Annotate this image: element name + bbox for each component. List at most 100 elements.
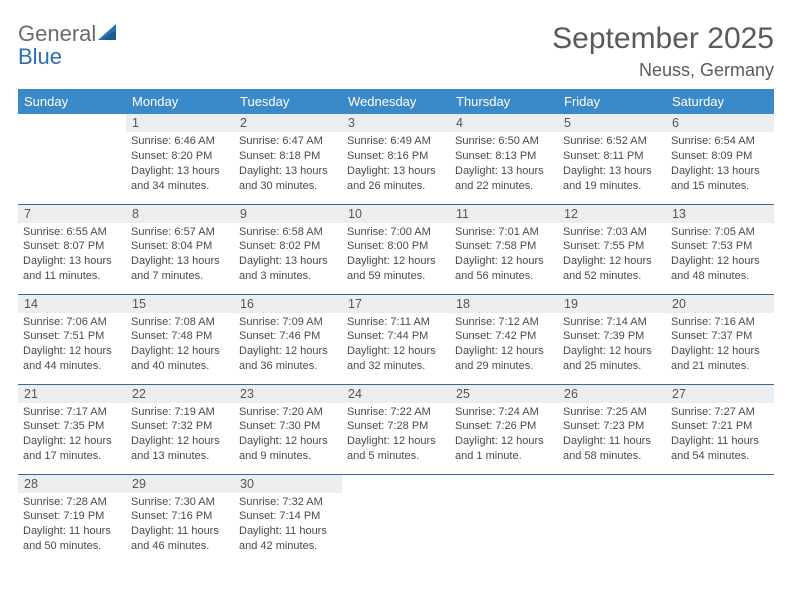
day-details: Sunrise: 7:01 AMSunset: 7:58 PMDaylight:… — [450, 223, 558, 288]
day-details: Sunrise: 6:54 AMSunset: 8:09 PMDaylight:… — [666, 132, 774, 197]
column-header: Sunday — [18, 89, 126, 114]
day-cell: 2Sunrise: 6:47 AMSunset: 8:18 PMDaylight… — [234, 114, 342, 204]
day-cell: 9Sunrise: 6:58 AMSunset: 8:02 PMDaylight… — [234, 204, 342, 294]
day-number: 6 — [666, 114, 774, 132]
calendar-table: SundayMondayTuesdayWednesdayThursdayFrid… — [18, 89, 774, 564]
day-number: 22 — [126, 385, 234, 403]
day-cell: 10Sunrise: 7:00 AMSunset: 8:00 PMDayligh… — [342, 204, 450, 294]
day-cell: 23Sunrise: 7:20 AMSunset: 7:30 PMDayligh… — [234, 384, 342, 474]
title-block: September 2025 Neuss, Germany — [552, 22, 774, 81]
day-details: Sunrise: 7:28 AMSunset: 7:19 PMDaylight:… — [18, 493, 126, 558]
week-row: 21Sunrise: 7:17 AMSunset: 7:35 PMDayligh… — [18, 384, 774, 474]
day-details: Sunrise: 7:30 AMSunset: 7:16 PMDaylight:… — [126, 493, 234, 558]
day-number: 14 — [18, 295, 126, 313]
day-cell: 13Sunrise: 7:05 AMSunset: 7:53 PMDayligh… — [666, 204, 774, 294]
day-details: Sunrise: 7:08 AMSunset: 7:48 PMDaylight:… — [126, 313, 234, 378]
day-number: 9 — [234, 205, 342, 223]
day-details: Sunrise: 7:22 AMSunset: 7:28 PMDaylight:… — [342, 403, 450, 468]
day-details: Sunrise: 7:19 AMSunset: 7:32 PMDaylight:… — [126, 403, 234, 468]
day-number: 17 — [342, 295, 450, 313]
day-cell: 7Sunrise: 6:55 AMSunset: 8:07 PMDaylight… — [18, 204, 126, 294]
day-cell: 11Sunrise: 7:01 AMSunset: 7:58 PMDayligh… — [450, 204, 558, 294]
day-details: Sunrise: 7:24 AMSunset: 7:26 PMDaylight:… — [450, 403, 558, 468]
day-cell: 25Sunrise: 7:24 AMSunset: 7:26 PMDayligh… — [450, 384, 558, 474]
day-number: 3 — [342, 114, 450, 132]
day-details: Sunrise: 6:58 AMSunset: 8:02 PMDaylight:… — [234, 223, 342, 288]
day-details: Sunrise: 6:52 AMSunset: 8:11 PMDaylight:… — [558, 132, 666, 197]
header: General Blue September 2025 Neuss, Germa… — [18, 22, 774, 81]
empty-cell — [342, 474, 450, 564]
sail-icon — [98, 24, 118, 42]
day-cell: 4Sunrise: 6:50 AMSunset: 8:13 PMDaylight… — [450, 114, 558, 204]
day-details: Sunrise: 7:17 AMSunset: 7:35 PMDaylight:… — [18, 403, 126, 468]
day-details: Sunrise: 7:03 AMSunset: 7:55 PMDaylight:… — [558, 223, 666, 288]
day-cell: 8Sunrise: 6:57 AMSunset: 8:04 PMDaylight… — [126, 204, 234, 294]
day-cell: 12Sunrise: 7:03 AMSunset: 7:55 PMDayligh… — [558, 204, 666, 294]
day-number: 1 — [126, 114, 234, 132]
day-details: Sunrise: 7:20 AMSunset: 7:30 PMDaylight:… — [234, 403, 342, 468]
logo-word-2: Blue — [18, 44, 62, 69]
day-number: 19 — [558, 295, 666, 313]
day-number: 26 — [558, 385, 666, 403]
day-number: 8 — [126, 205, 234, 223]
day-cell: 17Sunrise: 7:11 AMSunset: 7:44 PMDayligh… — [342, 294, 450, 384]
week-row: 7Sunrise: 6:55 AMSunset: 8:07 PMDaylight… — [18, 204, 774, 294]
day-number: 12 — [558, 205, 666, 223]
logo: General Blue — [18, 22, 118, 68]
day-details: Sunrise: 7:09 AMSunset: 7:46 PMDaylight:… — [234, 313, 342, 378]
day-number: 30 — [234, 475, 342, 493]
day-cell: 24Sunrise: 7:22 AMSunset: 7:28 PMDayligh… — [342, 384, 450, 474]
day-details: Sunrise: 6:49 AMSunset: 8:16 PMDaylight:… — [342, 132, 450, 197]
day-number: 10 — [342, 205, 450, 223]
day-number: 25 — [450, 385, 558, 403]
empty-cell — [558, 474, 666, 564]
day-cell: 5Sunrise: 6:52 AMSunset: 8:11 PMDaylight… — [558, 114, 666, 204]
day-details: Sunrise: 7:06 AMSunset: 7:51 PMDaylight:… — [18, 313, 126, 378]
week-row: 14Sunrise: 7:06 AMSunset: 7:51 PMDayligh… — [18, 294, 774, 384]
column-header: Monday — [126, 89, 234, 114]
day-details: Sunrise: 7:11 AMSunset: 7:44 PMDaylight:… — [342, 313, 450, 378]
day-number: 27 — [666, 385, 774, 403]
day-details: Sunrise: 6:57 AMSunset: 8:04 PMDaylight:… — [126, 223, 234, 288]
logo-word-1: General — [18, 21, 96, 46]
day-details: Sunrise: 7:12 AMSunset: 7:42 PMDaylight:… — [450, 313, 558, 378]
day-cell: 14Sunrise: 7:06 AMSunset: 7:51 PMDayligh… — [18, 294, 126, 384]
day-number: 2 — [234, 114, 342, 132]
day-cell: 19Sunrise: 7:14 AMSunset: 7:39 PMDayligh… — [558, 294, 666, 384]
column-header: Tuesday — [234, 89, 342, 114]
day-cell: 21Sunrise: 7:17 AMSunset: 7:35 PMDayligh… — [18, 384, 126, 474]
day-number: 15 — [126, 295, 234, 313]
calendar-head: SundayMondayTuesdayWednesdayThursdayFrid… — [18, 89, 774, 114]
empty-cell — [666, 474, 774, 564]
day-details: Sunrise: 7:16 AMSunset: 7:37 PMDaylight:… — [666, 313, 774, 378]
month-title: September 2025 — [552, 22, 774, 56]
logo-text: General Blue — [18, 22, 96, 68]
day-number: 20 — [666, 295, 774, 313]
week-row: 28Sunrise: 7:28 AMSunset: 7:19 PMDayligh… — [18, 474, 774, 564]
calendar-body: 1Sunrise: 6:46 AMSunset: 8:20 PMDaylight… — [18, 114, 774, 564]
day-cell: 16Sunrise: 7:09 AMSunset: 7:46 PMDayligh… — [234, 294, 342, 384]
day-cell: 27Sunrise: 7:27 AMSunset: 7:21 PMDayligh… — [666, 384, 774, 474]
day-number: 23 — [234, 385, 342, 403]
day-cell: 1Sunrise: 6:46 AMSunset: 8:20 PMDaylight… — [126, 114, 234, 204]
empty-cell — [450, 474, 558, 564]
day-number: 28 — [18, 475, 126, 493]
day-cell: 3Sunrise: 6:49 AMSunset: 8:16 PMDaylight… — [342, 114, 450, 204]
day-cell: 6Sunrise: 6:54 AMSunset: 8:09 PMDaylight… — [666, 114, 774, 204]
day-details: Sunrise: 7:05 AMSunset: 7:53 PMDaylight:… — [666, 223, 774, 288]
day-cell: 15Sunrise: 7:08 AMSunset: 7:48 PMDayligh… — [126, 294, 234, 384]
day-cell: 22Sunrise: 7:19 AMSunset: 7:32 PMDayligh… — [126, 384, 234, 474]
day-number: 7 — [18, 205, 126, 223]
day-cell: 30Sunrise: 7:32 AMSunset: 7:14 PMDayligh… — [234, 474, 342, 564]
column-header: Wednesday — [342, 89, 450, 114]
day-details: Sunrise: 6:47 AMSunset: 8:18 PMDaylight:… — [234, 132, 342, 197]
day-details: Sunrise: 7:25 AMSunset: 7:23 PMDaylight:… — [558, 403, 666, 468]
day-cell: 29Sunrise: 7:30 AMSunset: 7:16 PMDayligh… — [126, 474, 234, 564]
column-header: Saturday — [666, 89, 774, 114]
day-number: 16 — [234, 295, 342, 313]
day-details: Sunrise: 7:14 AMSunset: 7:39 PMDaylight:… — [558, 313, 666, 378]
column-header: Thursday — [450, 89, 558, 114]
day-details: Sunrise: 7:27 AMSunset: 7:21 PMDaylight:… — [666, 403, 774, 468]
day-cell: 20Sunrise: 7:16 AMSunset: 7:37 PMDayligh… — [666, 294, 774, 384]
day-details: Sunrise: 6:46 AMSunset: 8:20 PMDaylight:… — [126, 132, 234, 197]
